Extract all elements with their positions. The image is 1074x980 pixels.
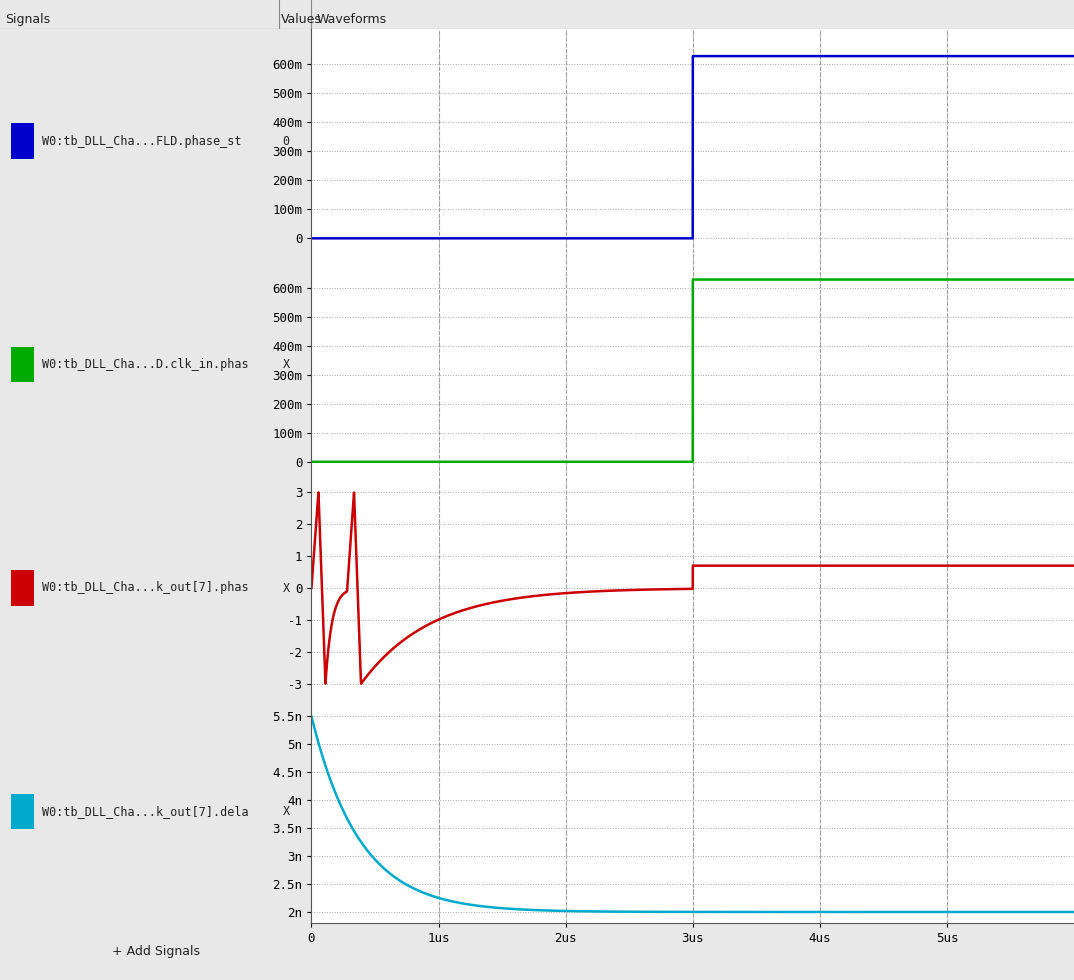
Text: X: X (282, 581, 290, 595)
Bar (11, 347, 33, 382)
Text: Values: Values (281, 13, 322, 25)
Bar (11, 794, 33, 829)
Text: W0:tb_DLL_Cha...k_out[7].dela: W0:tb_DLL_Cha...k_out[7].dela (42, 805, 248, 818)
Bar (11, 123, 33, 159)
Text: W0:tb_DLL_Cha...D.clk_in.phas: W0:tb_DLL_Cha...D.clk_in.phas (42, 358, 248, 371)
Text: 0: 0 (282, 134, 290, 148)
Text: + Add Signals: + Add Signals (112, 945, 200, 958)
Text: W0:tb_DLL_Cha...FLD.phase_st: W0:tb_DLL_Cha...FLD.phase_st (42, 134, 242, 148)
Bar (11, 570, 33, 606)
Text: W0:tb_DLL_Cha...k_out[7].phas: W0:tb_DLL_Cha...k_out[7].phas (42, 581, 248, 595)
Text: X: X (282, 805, 290, 818)
Text: Waveforms: Waveforms (317, 13, 387, 25)
Text: X: X (282, 358, 290, 371)
Text: Signals: Signals (5, 13, 50, 25)
